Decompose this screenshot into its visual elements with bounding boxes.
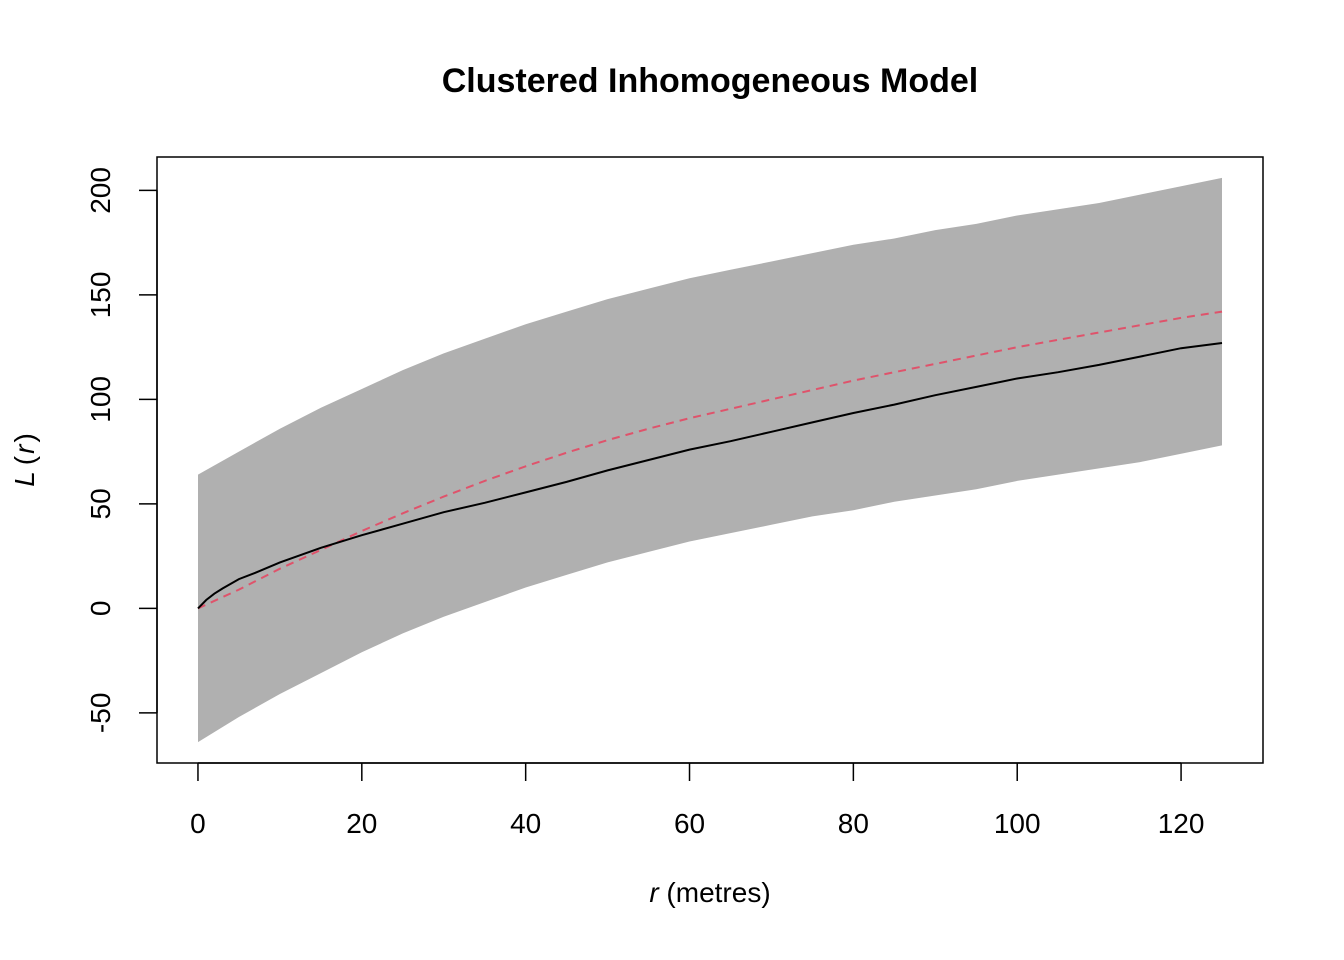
x-tick-label: 40: [510, 808, 541, 839]
y-axis-label-var: r: [9, 443, 40, 454]
x-tick-label: 80: [838, 808, 869, 839]
chart-title: Clustered Inhomogeneous Model: [442, 62, 978, 100]
x-axis-label-rest: (metres): [659, 877, 771, 908]
y-axis-label-close: ): [9, 433, 40, 442]
y-tick-label: 200: [85, 167, 116, 214]
y-axis-label-fn: L: [9, 471, 40, 487]
x-axis: 0 20 40 60 80 100 120: [190, 762, 1205, 839]
x-axis-label: r (metres): [649, 877, 770, 908]
y-tick-label: 100: [85, 376, 116, 423]
y-tick-label: 0: [85, 601, 116, 617]
y-axis-label: L (r): [9, 433, 40, 487]
y-tick-label: 50: [85, 488, 116, 519]
x-tick-label: 100: [994, 808, 1041, 839]
x-axis-label-var: r: [649, 877, 660, 908]
x-tick-label: 60: [674, 808, 705, 839]
x-tick-label: 0: [190, 808, 206, 839]
envelope-band: [198, 177, 1222, 743]
y-axis-label-open: (: [9, 455, 40, 465]
y-tick-label: -50: [85, 693, 116, 733]
y-tick-label: 150: [85, 272, 116, 319]
theoretical-line: [197, 310, 1223, 610]
x-tick-label: 20: [346, 808, 377, 839]
x-tick-label: 120: [1158, 808, 1205, 839]
observed-line: [197, 342, 1223, 610]
y-axis: -50 0 50 100 150 200: [85, 167, 158, 733]
